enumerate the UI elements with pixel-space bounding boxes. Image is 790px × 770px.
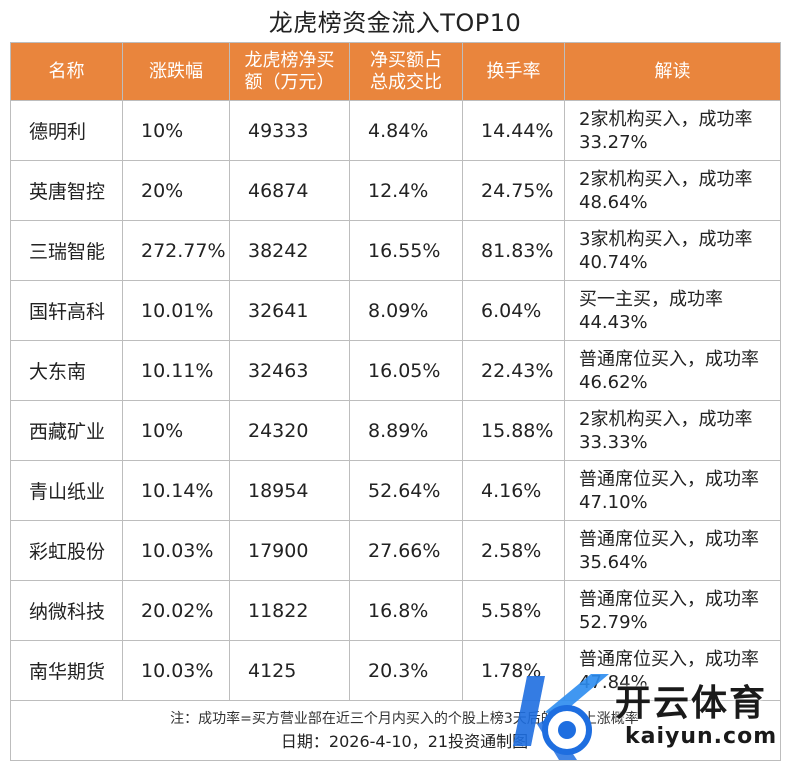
footnote: 注：成功率=买方营业部在近三个月内买入的个股上榜3天后的平均上涨概率 [170,710,639,727]
cell-ratio: 52.64% [349,460,463,521]
cell-interp: 2家机构买入，成功率33.33% [564,400,781,461]
cell-name: 彩虹股份 [10,520,123,581]
cell-ratio: 8.09% [349,280,463,341]
cell-interp: 买一主买，成功率44.43% [564,280,781,341]
cell-turnover: 2.58% [462,520,565,581]
header-row: 名称 涨跌幅 龙虎榜净买 额（万元） 净买额占 总成交比 换手率 解读 [10,42,781,101]
header-net-buy: 龙虎榜净买 额（万元） [229,42,350,101]
cell-change: 10.03% [122,520,230,581]
table-row: 德明利 10% 49333 4.84% 14.44% 2家机构买入，成功率33.27% [10,100,781,161]
cell-net-buy: 32463 [229,340,350,401]
cell-net-buy: 4125 [229,640,350,701]
cell-turnover: 6.04% [462,280,565,341]
cell-net-buy: 11822 [229,580,350,641]
date-credit: 日期：2026-4-10，21投资通制图 [280,731,529,751]
cell-net-buy: 24320 [229,400,350,461]
cell-net-buy: 38242 [229,220,350,281]
table-row: 青山纸业 10.14% 18954 52.64% 4.16% 普通席位买入，成功率47.1… [10,460,781,521]
table-row: 纳微科技 20.02% 11822 16.8% 5.58% 普通席位买入，成功率52.79… [10,580,781,641]
cell-turnover: 81.83% [462,220,565,281]
cell-name: 大东南 [10,340,123,401]
cell-turnover: 4.16% [462,460,565,521]
cell-turnover: 5.58% [462,580,565,641]
cell-ratio: 12.4% [349,160,463,221]
cell-ratio: 4.84% [349,100,463,161]
header-name: 名称 [10,42,123,101]
cell-change: 10% [122,400,230,461]
cell-net-buy: 18954 [229,460,350,521]
cell-interp: 普通席位买入，成功率47.10% [564,460,781,521]
footer-row: 注：成功率=买方营业部在近三个月内买入的个股上榜3天后的平均上涨概率 日期：20… [10,700,781,761]
cell-name: 纳微科技 [10,580,123,641]
cell-net-buy: 32641 [229,280,350,341]
table-row: 南华期货 10.03% 4125 20.3% 1.78% 普通席位买入，成功率47.84% [10,640,781,701]
cell-change: 10.03% [122,640,230,701]
table-row: 三瑞智能 272.77% 38242 16.55% 81.83% 3家机构买入，成功率40… [10,220,781,281]
cell-name: 国轩高科 [10,280,123,341]
page-title: 龙虎榜资金流入TOP10 [268,9,522,37]
cell-ratio: 16.8% [349,580,463,641]
cell-net-buy: 46874 [229,160,350,221]
cell-name: 英唐智控 [10,160,123,221]
cell-ratio: 20.3% [349,640,463,701]
cell-turnover: 24.75% [462,160,565,221]
cell-turnover: 15.88% [462,400,565,461]
cell-change: 10.01% [122,280,230,341]
cell-name: 三瑞智能 [10,220,123,281]
cell-net-buy: 49333 [229,100,350,161]
cell-interp: 普通席位买入，成功率47.84% [564,640,781,701]
cell-change: 20% [122,160,230,221]
cell-change: 10.14% [122,460,230,521]
cell-interp: 普通席位买入，成功率52.79% [564,580,781,641]
header-turnover: 换手率 [462,42,565,101]
cell-interp: 2家机构买入，成功率48.64% [564,160,781,221]
table-row: 西藏矿业 10% 24320 8.89% 15.88% 2家机构买入，成功率33.33% [10,400,781,461]
cell-name: 德明利 [10,100,123,161]
cell-change: 10.11% [122,340,230,401]
cell-interp: 普通席位买入，成功率46.62% [564,340,781,401]
cell-turnover: 1.78% [462,640,565,701]
header-interp: 解读 [564,42,781,101]
table-row: 国轩高科 10.01% 32641 8.09% 6.04% 买一主买，成功率44.43% [10,280,781,341]
cell-ratio: 16.05% [349,340,463,401]
cell-name: 南华期货 [10,640,123,701]
cell-interp: 2家机构买入，成功率33.27% [564,100,781,161]
cell-ratio: 16.55% [349,220,463,281]
cell-interp: 3家机构买入，成功率40.74% [564,220,781,281]
cell-turnover: 22.43% [462,340,565,401]
header-ratio: 净买额占 总成交比 [349,42,463,101]
cell-name: 西藏矿业 [10,400,123,461]
table-row: 彩虹股份 10.03% 17900 27.66% 2.58% 普通席位买入，成功率35.6… [10,520,781,581]
table-row: 英唐智控 20% 46874 12.4% 24.75% 2家机构买入，成功率48.64% [10,160,781,221]
top10-table: 名称 涨跌幅 龙虎榜净买 额（万元） 净买额占 总成交比 换手率 解读 德明利 10%… [10,42,781,761]
cell-ratio: 27.66% [349,520,463,581]
cell-name: 青山纸业 [10,460,123,521]
cell-change: 20.02% [122,580,230,641]
cell-ratio: 8.89% [349,400,463,461]
cell-change: 272.77% [122,220,230,281]
header-change: 涨跌幅 [122,42,230,101]
table-row: 大东南 10.11% 32463 16.05% 22.43% 普通席位买入，成功率46.6… [10,340,781,401]
footer-cell: 注：成功率=买方营业部在近三个月内买入的个股上榜3天后的平均上涨概率 日期：20… [10,700,781,761]
cell-interp: 普通席位买入，成功率35.64% [564,520,781,581]
cell-net-buy: 17900 [229,520,350,581]
cell-turnover: 14.44% [462,100,565,161]
cell-change: 10% [122,100,230,161]
